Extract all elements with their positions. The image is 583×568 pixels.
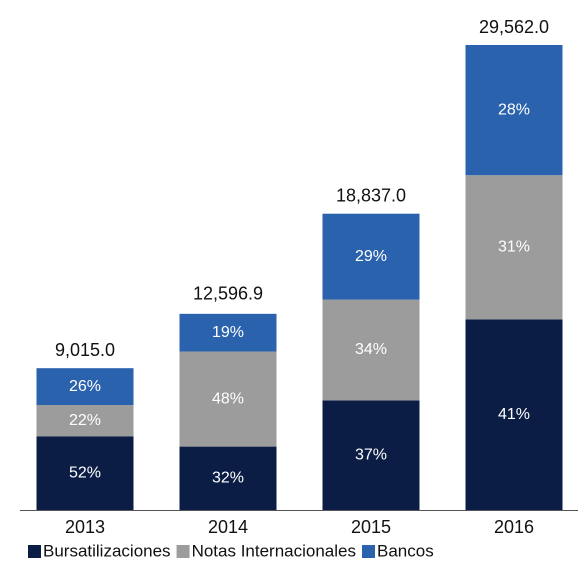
total-label: 29,562.0 xyxy=(479,17,549,37)
legend-label: Notas Internacionales xyxy=(192,541,356,560)
x-tick-label: 2013 xyxy=(65,517,105,537)
segment-label: 52% xyxy=(69,464,101,481)
segment-label: 26% xyxy=(69,378,101,395)
bar-segment xyxy=(322,213,420,300)
bar-segment xyxy=(179,446,277,510)
x-tick-label: 2016 xyxy=(494,517,534,537)
segment-label: 29% xyxy=(355,248,387,265)
total-label: 18,837.0 xyxy=(336,185,406,205)
segment-label: 41% xyxy=(498,406,530,423)
segment-label: 34% xyxy=(355,341,387,358)
bar-segment xyxy=(36,405,134,437)
bar-segment xyxy=(465,319,563,510)
legend-label: Bursatilizaciones xyxy=(43,541,171,560)
bar-segment xyxy=(465,45,563,176)
x-tick-label: 2014 xyxy=(208,517,248,537)
bar-segment xyxy=(322,299,420,401)
segment-label: 22% xyxy=(69,412,101,429)
segment-label: 28% xyxy=(498,101,530,118)
legend-swatch xyxy=(362,545,375,558)
bar-segment xyxy=(36,436,134,510)
bar-segment xyxy=(465,175,563,320)
bar-segment xyxy=(179,351,277,447)
segment-label: 31% xyxy=(498,238,530,255)
bar-segment xyxy=(36,368,134,406)
total-label: 9,015.0 xyxy=(55,340,115,360)
segment-label: 48% xyxy=(212,390,244,407)
total-label: 12,596.9 xyxy=(193,284,263,304)
legend-swatch xyxy=(176,545,190,558)
segment-label: 32% xyxy=(212,470,244,487)
segment-label: 19% xyxy=(212,324,244,341)
bar-segment xyxy=(322,400,420,510)
legend-label: Bancos xyxy=(377,541,434,560)
legend-swatch xyxy=(28,545,41,558)
x-tick-label: 2015 xyxy=(351,517,391,537)
bar-segment xyxy=(179,313,277,352)
segment-label: 37% xyxy=(355,446,387,463)
